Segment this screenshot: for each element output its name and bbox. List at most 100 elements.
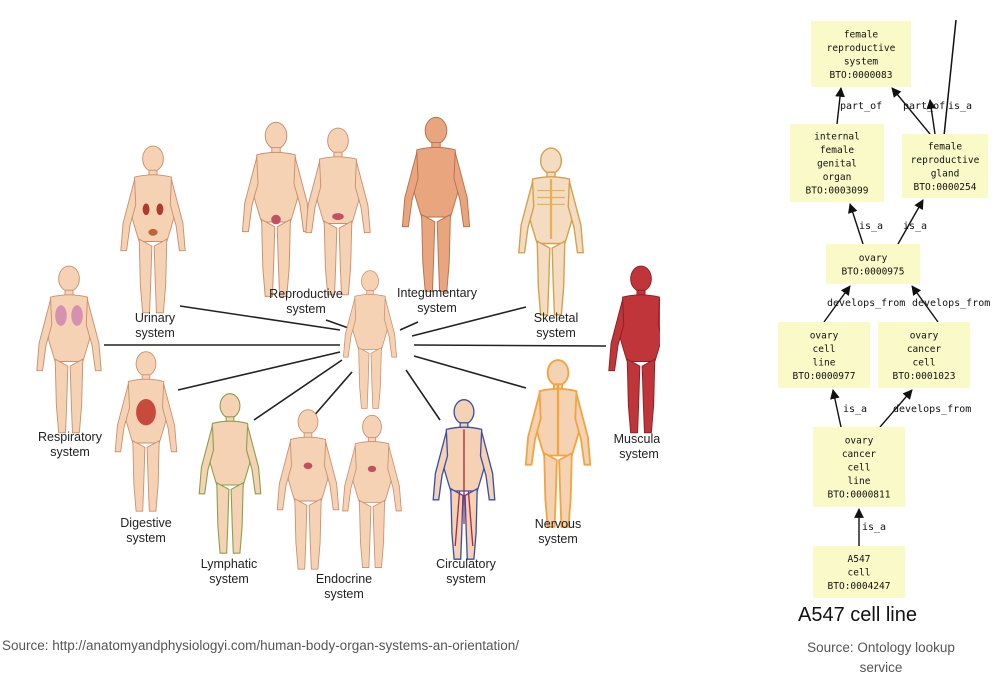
muscular-figure xyxy=(608,265,660,434)
central-body-figure xyxy=(342,270,398,409)
node-text: female xyxy=(820,145,855,156)
edge-label-e2: part_of xyxy=(903,101,945,112)
node-text: organ xyxy=(823,172,852,183)
ontology-nodes: female reproductive system BTO:0000083 inter… xyxy=(778,21,988,598)
label-endocrine-system: Endocrine system xyxy=(316,572,372,601)
node-text: ovary xyxy=(810,330,839,341)
integumentary-figure xyxy=(401,116,471,292)
reproductive-figure-male xyxy=(241,121,311,297)
edge-arrow-e3 xyxy=(926,99,937,135)
edge-label-e1: part_of xyxy=(840,101,882,112)
edge-label-e6: develops_from xyxy=(827,298,905,309)
respiratory-figure xyxy=(36,265,102,434)
node-box xyxy=(811,21,911,87)
edge-label-e4: is_a xyxy=(859,221,883,232)
edge-arrow-e5 xyxy=(897,199,924,245)
edge-arrow-e7 xyxy=(911,285,939,323)
node-text: cancer xyxy=(907,344,942,355)
ontology-node-n1023[interactable]: ovary cancer cell BTO:0001023 xyxy=(878,322,970,388)
source-left: Source: http://anatomyandphysiologyi.com… xyxy=(2,638,520,653)
ontology-node-n83[interactable]: female reproductive system BTO:0000083 xyxy=(811,21,911,87)
ontology-node-n3099[interactable]: internal female genital organ BTO:0003099 xyxy=(790,124,884,202)
node-text: female xyxy=(844,29,879,40)
node-text: female xyxy=(928,141,963,152)
ontology-node-n975[interactable]: ovary BTO:0000975 xyxy=(826,244,920,284)
circulatory-figure xyxy=(432,399,496,560)
edge-arrow-e2 xyxy=(891,87,931,135)
edge-arrow-e4 xyxy=(848,203,864,245)
node-text: BTO:0000083 xyxy=(830,70,893,81)
lymphatic-figure xyxy=(198,393,262,554)
edge-arrow-e9 xyxy=(879,389,913,428)
label-circulatory-system: Circulatory system xyxy=(436,557,496,586)
edge-to-parent-offscreen xyxy=(943,19,957,137)
node-text: BTO:0003099 xyxy=(806,186,869,197)
endocrine-figure-male xyxy=(276,409,340,570)
node-text: reproductive xyxy=(911,155,980,166)
node-text: line xyxy=(813,357,836,368)
node-box xyxy=(790,124,884,202)
node-text: internal xyxy=(814,132,860,143)
nervous-figure xyxy=(524,359,592,528)
edge-arrow-e1 xyxy=(835,87,845,125)
label-digestive-system: Digestive system xyxy=(120,516,171,545)
label-muscular-system: Muscular system xyxy=(614,432,660,461)
label-lymphatic-system: Lymphatic system xyxy=(201,557,258,586)
source-right: Source: Ontology lookup service xyxy=(807,640,955,675)
label-skeletal-system: Skeletal system xyxy=(534,311,578,340)
edge-label-e7: develops_from xyxy=(912,298,990,309)
node-text: reproductive xyxy=(827,43,896,54)
node-text: system xyxy=(844,56,879,67)
edge-arrow-e6 xyxy=(823,285,851,323)
organ-systems-diagram: Urinary system Reproductive system Integumen… xyxy=(36,116,660,601)
node-text: genital xyxy=(817,159,857,170)
node-text: BTO:0000254 xyxy=(914,182,977,193)
node-box xyxy=(813,546,905,598)
node-text: ovary xyxy=(910,330,939,341)
label-integumentary-system: Integumentary system xyxy=(397,286,478,315)
node-text: BTO:0000811 xyxy=(828,490,891,501)
node-text: BTO:0004247 xyxy=(828,581,891,592)
label-nervous-system: Nervous system xyxy=(535,517,582,546)
edge-label-e9: develops_from xyxy=(893,404,971,415)
ontology-node-n4247[interactable]: A547 cell BTO:0004247 xyxy=(813,546,905,598)
node-text: gland xyxy=(931,168,960,179)
label-respiratory-system: Respiratory system xyxy=(38,430,103,459)
ontology-node-n811[interactable]: ovary cancer cell line BTO:0000811 xyxy=(813,427,905,507)
edge-label-e3: is_a xyxy=(948,101,972,112)
skeletal-figure xyxy=(518,147,584,316)
digestive-figure xyxy=(114,351,178,512)
ontology-node-n254[interactable]: female reproductive gland BTO:0000254 xyxy=(902,134,988,198)
edge-label-e5: is_a xyxy=(903,221,927,232)
ontology-caption: A547 cell line xyxy=(798,604,917,626)
node-text: ovary xyxy=(859,253,888,264)
label-reproductive-system: Reproductive system xyxy=(269,287,343,316)
node-text: BTO:0000975 xyxy=(842,266,905,277)
endocrine-figure-female xyxy=(342,414,402,569)
node-box xyxy=(902,134,988,198)
node-text: cancer xyxy=(842,449,877,460)
reproductive-figure-female xyxy=(305,127,371,296)
system-labels: Urinary system Reproductive system Integumen… xyxy=(38,286,660,601)
node-box xyxy=(878,322,970,388)
node-text: line xyxy=(848,476,871,487)
edge-label-e8: is_a xyxy=(843,404,867,415)
node-text: BTO:0001023 xyxy=(893,371,956,382)
ontology-node-n977[interactable]: ovary cell line BTO:0000977 xyxy=(778,322,870,388)
edge-label-e10: is_a xyxy=(862,522,886,533)
node-text: A547 xyxy=(848,554,871,565)
label-urinary-system: Urinary system xyxy=(135,311,176,340)
edge-arrow-e8 xyxy=(830,389,842,428)
node-box xyxy=(813,427,905,507)
node-text: cell xyxy=(813,344,836,355)
node-text: BTO:0000977 xyxy=(793,371,856,382)
connector-lines xyxy=(104,305,607,421)
node-text: cell xyxy=(848,568,871,579)
urinary-figure xyxy=(120,145,186,314)
node-text: cell xyxy=(913,357,936,368)
node-box xyxy=(826,244,920,284)
node-box xyxy=(778,322,870,388)
node-text: cell xyxy=(848,463,871,474)
